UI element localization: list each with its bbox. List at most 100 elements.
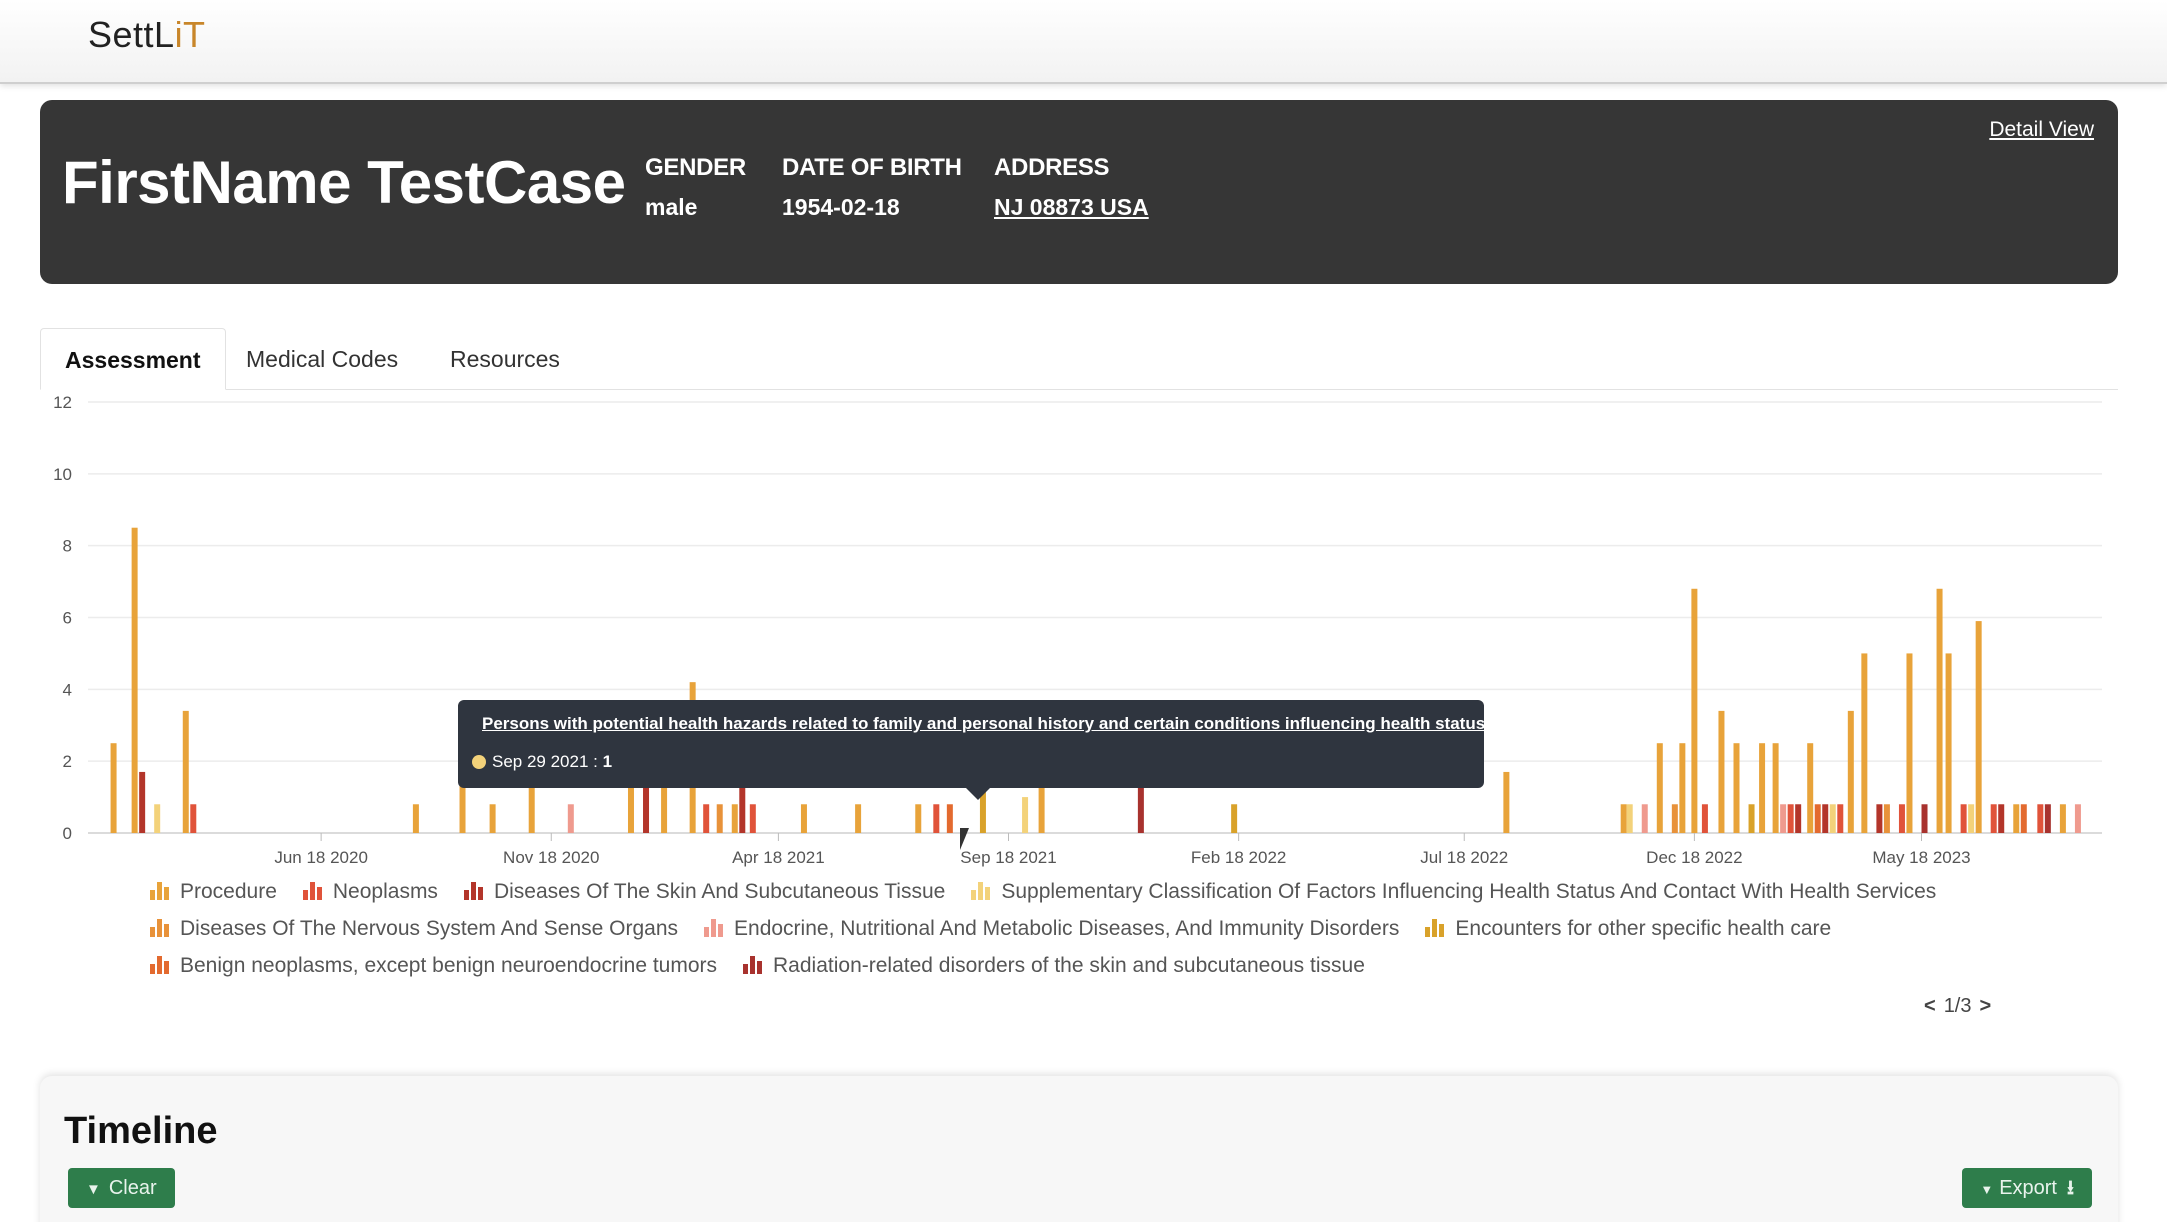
chart-bar[interactable] [110, 743, 117, 833]
chart-bar[interactable] [800, 804, 807, 833]
chart-bar[interactable] [1814, 804, 1821, 833]
legend-item[interactable]: Supplementary Classification Of Factors … [971, 880, 1936, 904]
address-label: ADDRESS [994, 154, 1110, 181]
chart-bar[interactable] [1807, 743, 1814, 833]
x-tick-label: Feb 18 2022 [1191, 848, 1286, 867]
chart-bar[interactable] [1620, 804, 1627, 833]
chart-bar[interactable] [182, 710, 189, 833]
chart-bar[interactable] [731, 804, 738, 833]
chart-bar[interactable] [1656, 743, 1663, 833]
chart-bar[interactable] [1759, 743, 1766, 833]
chart-bar[interactable] [567, 804, 574, 833]
chart-bar[interactable] [933, 804, 940, 833]
legend-item[interactable]: Endocrine, Nutritional And Metabolic Dis… [704, 917, 1399, 941]
clear-filter-button[interactable]: ▼ Clear [68, 1168, 175, 1208]
chart-bar[interactable] [1679, 743, 1686, 833]
pager-prev-button[interactable]: < [1924, 995, 1936, 1017]
chart-bar[interactable] [190, 804, 197, 833]
chart-bar[interactable] [1733, 743, 1740, 833]
legend-row: Diseases Of The Nervous System And Sense… [150, 917, 2050, 954]
chart-bar[interactable] [716, 804, 723, 833]
chart-bar[interactable] [2037, 804, 2044, 833]
chart-bar[interactable] [154, 804, 161, 833]
chart-bar[interactable] [1975, 621, 1982, 833]
chart-bar[interactable] [1968, 804, 1975, 833]
mouse-cursor-icon [960, 828, 969, 850]
chart-bar[interactable] [739, 743, 746, 833]
chart-bar[interactable] [1883, 804, 1890, 833]
chart-bar[interactable] [1847, 710, 1854, 833]
chart-bar[interactable] [489, 804, 496, 833]
caret-down-icon: ▼ [1980, 1182, 1994, 1197]
chart-bar[interactable] [1231, 804, 1238, 833]
chart-bar[interactable] [661, 743, 668, 833]
chart-bar[interactable] [2020, 804, 2027, 833]
tooltip-dot-icon [472, 755, 486, 769]
app-logo[interactable]: SettLiT [88, 14, 206, 55]
legend-label: Supplementary Classification Of Factors … [1001, 880, 1937, 903]
chart-bar[interactable] [1822, 804, 1829, 833]
chart-bar[interactable] [2044, 804, 2051, 833]
pager-next-button[interactable]: > [1979, 995, 1992, 1017]
chart-bar[interactable] [703, 804, 710, 833]
chart-bar[interactable] [1787, 804, 1794, 833]
chart-bar[interactable] [1921, 804, 1928, 833]
chart-bar[interactable] [643, 771, 650, 833]
chart-bar[interactable] [1960, 804, 1967, 833]
chart-bar[interactable] [1772, 743, 1779, 833]
chart-bar[interactable] [1829, 804, 1836, 833]
chart-bar[interactable] [915, 804, 922, 833]
chart-bar[interactable] [855, 804, 862, 833]
chart-bar[interactable] [1503, 771, 1510, 833]
legend-item[interactable]: Radiation-related disorders of the skin … [743, 954, 1365, 978]
chart-bar[interactable] [1837, 804, 1844, 833]
legend-item[interactable]: Benign neoplasms, except benign neuroend… [150, 954, 717, 978]
export-button[interactable]: ▼ Export ⭳ [1962, 1168, 2092, 1208]
chart-bar[interactable] [131, 527, 138, 833]
chart-bar[interactable] [1137, 771, 1144, 833]
chart-bar[interactable] [1998, 804, 2005, 833]
chart-bar[interactable] [1691, 588, 1698, 833]
chart-bar[interactable] [1780, 804, 1787, 833]
legend-item[interactable]: Neoplasms [302, 880, 438, 904]
chart-bar[interactable] [1876, 804, 1883, 833]
chart-bar[interactable] [2074, 804, 2081, 833]
x-tick-label: Nov 18 2020 [503, 848, 599, 867]
tab-assessment[interactable]: Assessment [40, 328, 226, 390]
chart-bar[interactable] [1795, 804, 1802, 833]
chart-bar[interactable] [1022, 797, 1029, 833]
chart-bar[interactable] [139, 771, 146, 833]
detail-view-link[interactable]: Detail View [1989, 118, 2094, 141]
chart-bar[interactable] [2059, 804, 2066, 833]
legend-item[interactable]: Procedure [150, 880, 277, 904]
legend-item[interactable]: Encounters for other specific health car… [1425, 917, 1831, 941]
chart-bar[interactable] [1898, 804, 1905, 833]
chart-bar[interactable] [1945, 653, 1952, 833]
chart-bar[interactable] [1038, 771, 1045, 833]
bar-chart-icon [150, 882, 170, 900]
x-tick-label: Dec 18 2022 [1646, 848, 1742, 867]
tab-medical-codes[interactable]: Medical Codes [246, 346, 399, 372]
y-tick-label: 4 [63, 680, 72, 699]
tab-resources[interactable]: Resources [450, 346, 560, 372]
chart-bar[interactable] [946, 804, 953, 833]
chart-bar[interactable] [1906, 653, 1913, 833]
chart-bar[interactable] [749, 804, 756, 833]
chart-bar[interactable] [1861, 653, 1868, 833]
chart-bar[interactable] [1626, 804, 1633, 833]
chart-bar[interactable] [528, 779, 535, 833]
legend-item[interactable]: Diseases Of The Nervous System And Sense… [150, 917, 678, 941]
chart-bar[interactable] [412, 804, 419, 833]
chart-bar[interactable] [1936, 588, 1943, 833]
legend-item[interactable]: Diseases Of The Skin And Subcutaneous Ti… [463, 880, 945, 904]
address-link[interactable]: NJ 08873 USA [994, 194, 1149, 220]
chart-bar[interactable] [627, 743, 634, 833]
chart-bar[interactable] [1990, 804, 1997, 833]
chart-bar[interactable] [459, 743, 466, 833]
chart-bar[interactable] [1671, 804, 1678, 833]
chart-bar[interactable] [1641, 804, 1648, 833]
chart-bar[interactable] [1701, 804, 1708, 833]
chart-bar[interactable] [2013, 804, 2020, 833]
chart-bar[interactable] [1748, 804, 1755, 833]
chart-bar[interactable] [1718, 710, 1725, 833]
